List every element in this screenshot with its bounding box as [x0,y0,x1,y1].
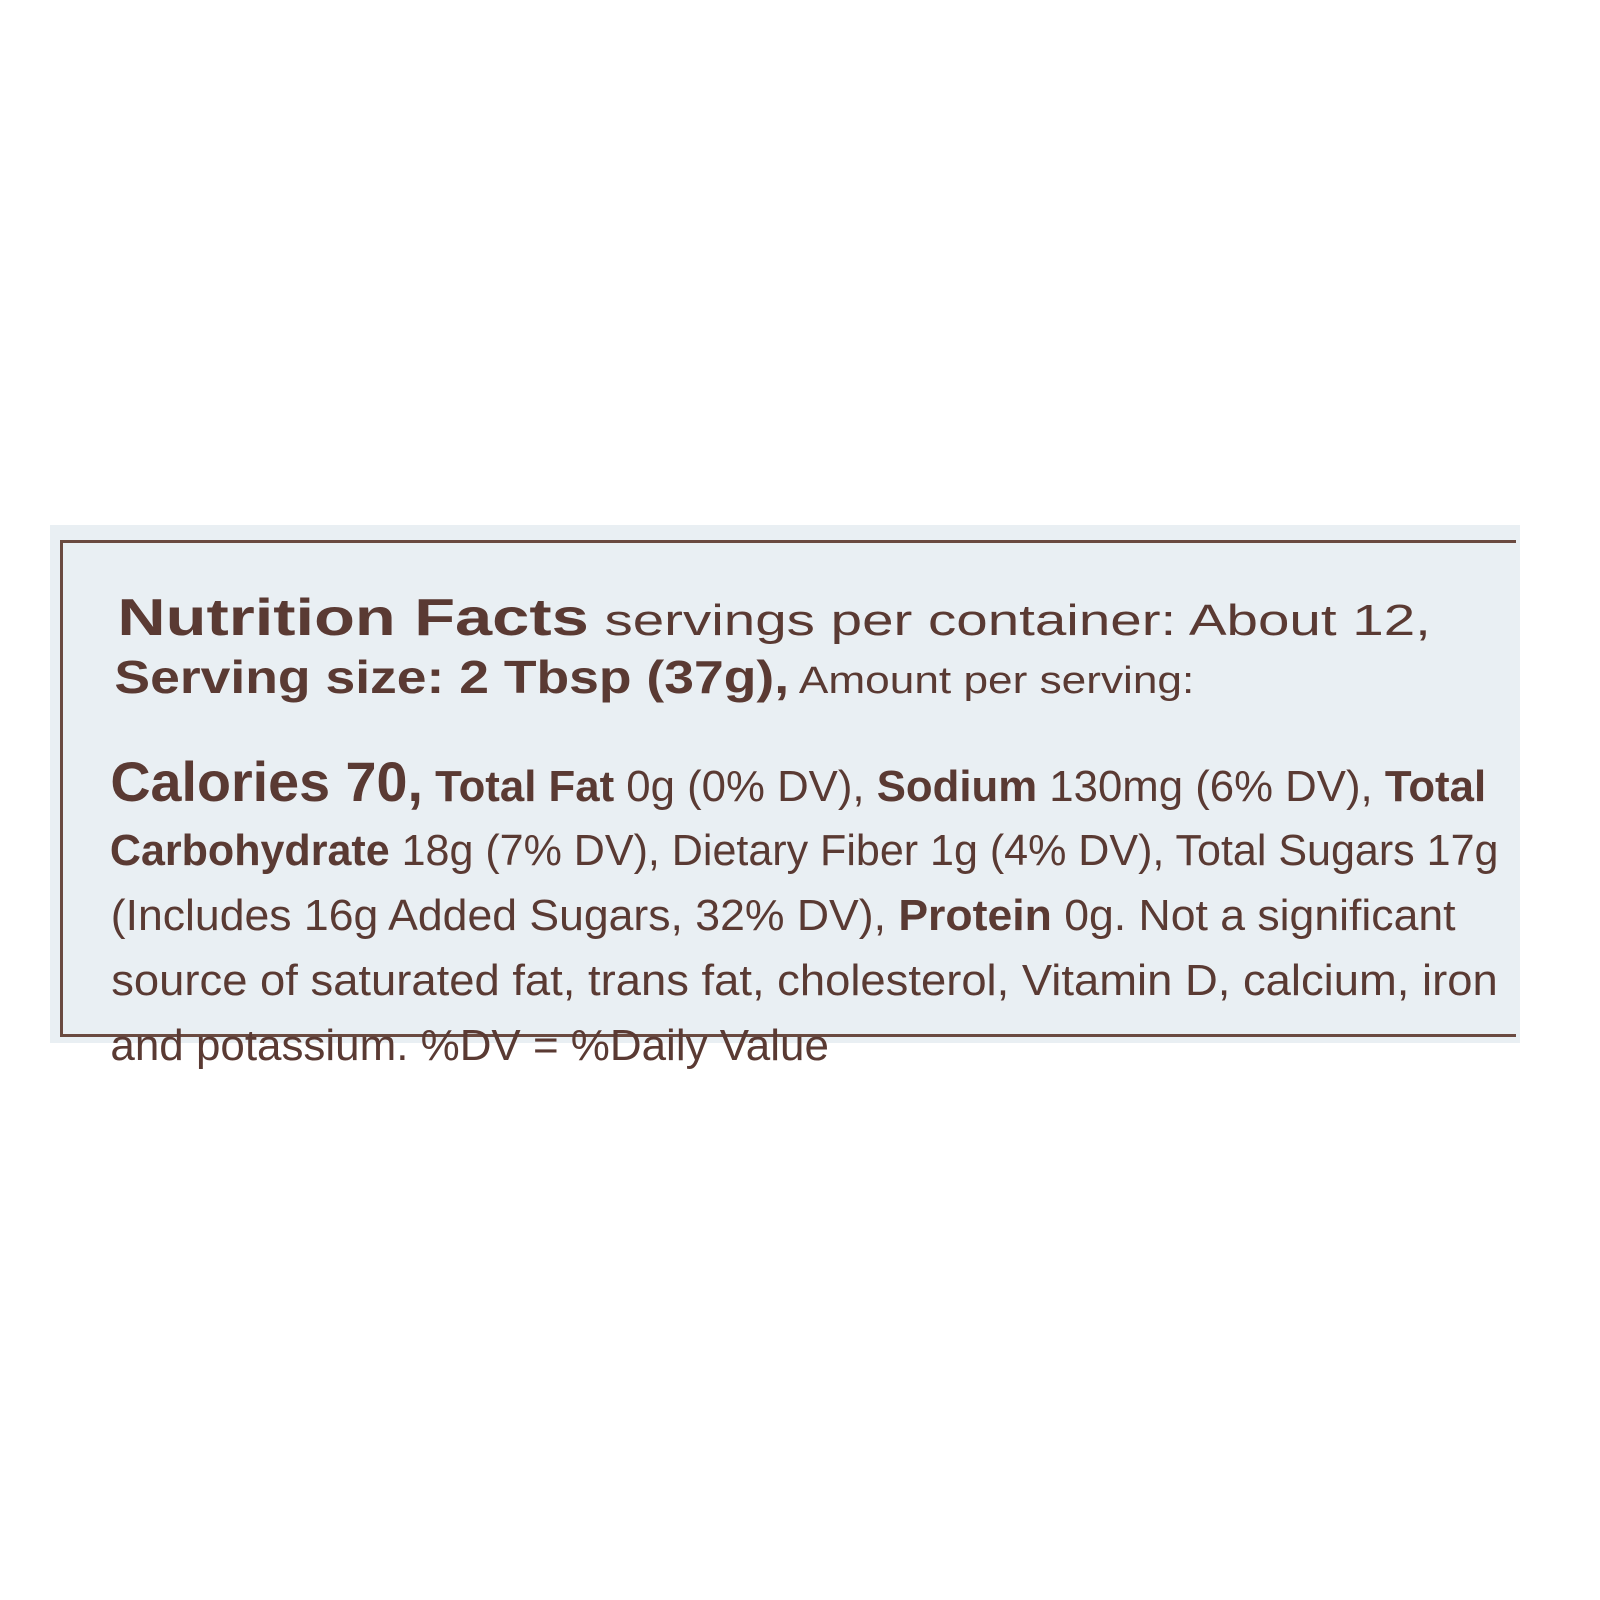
carb-fiber-sugars: 18g (7% DV), Dietary Fiber 1g (4% DV), T… [389,826,1499,875]
carb-line: Carbohydrate 18g (7% DV), Dietary Fiber … [86,785,1499,875]
calories: Calories 70, [110,750,423,813]
calories-line: Calories 70, Total Fat 0g (0% DV), Sodiu… [86,710,1486,810]
serving-size: Serving size: 2 Tbsp (37g), [114,651,790,703]
dv-line: and potassium. %DV = %Daily Value [86,980,829,1070]
label-panel [50,525,1520,1043]
total-fat-label: Total Fat [435,762,615,811]
protein-label: Protein [898,891,1052,940]
not-significant-line: source of saturated fat, trans fat, chol… [86,915,1498,1005]
total-carb-label: Total [1384,762,1487,811]
sugars-line: (Includes 16g Added Sugars, 32% DV), Pro… [86,850,1456,938]
label-border [60,540,1516,1037]
title-line: Nutrition Facts servings per container: … [86,548,1431,647]
daily-value-note: and potassium. %DV = %Daily Value [110,1021,829,1070]
protein-value: 0g. Not a significant [1051,891,1456,940]
title: Nutrition Facts [117,589,589,647]
serving-line: Serving size: 2 Tbsp (37g), Amount per s… [86,610,1194,701]
total-fat-value: 0g (0% DV), [614,762,877,811]
carbohydrate-label: Carbohydrate [109,826,390,875]
amount-per-serving: Amount per serving: [789,660,1195,702]
not-significant-text: source of saturated fat, trans fat, chol… [111,956,1498,1005]
servings-per-container: servings per container: About 12, [588,596,1431,645]
added-sugars: (Includes 16g Added Sugars, 32% DV), [110,891,899,940]
sodium-value: 130mg (6% DV), [1037,762,1385,811]
sodium-label: Sodium [876,762,1038,811]
